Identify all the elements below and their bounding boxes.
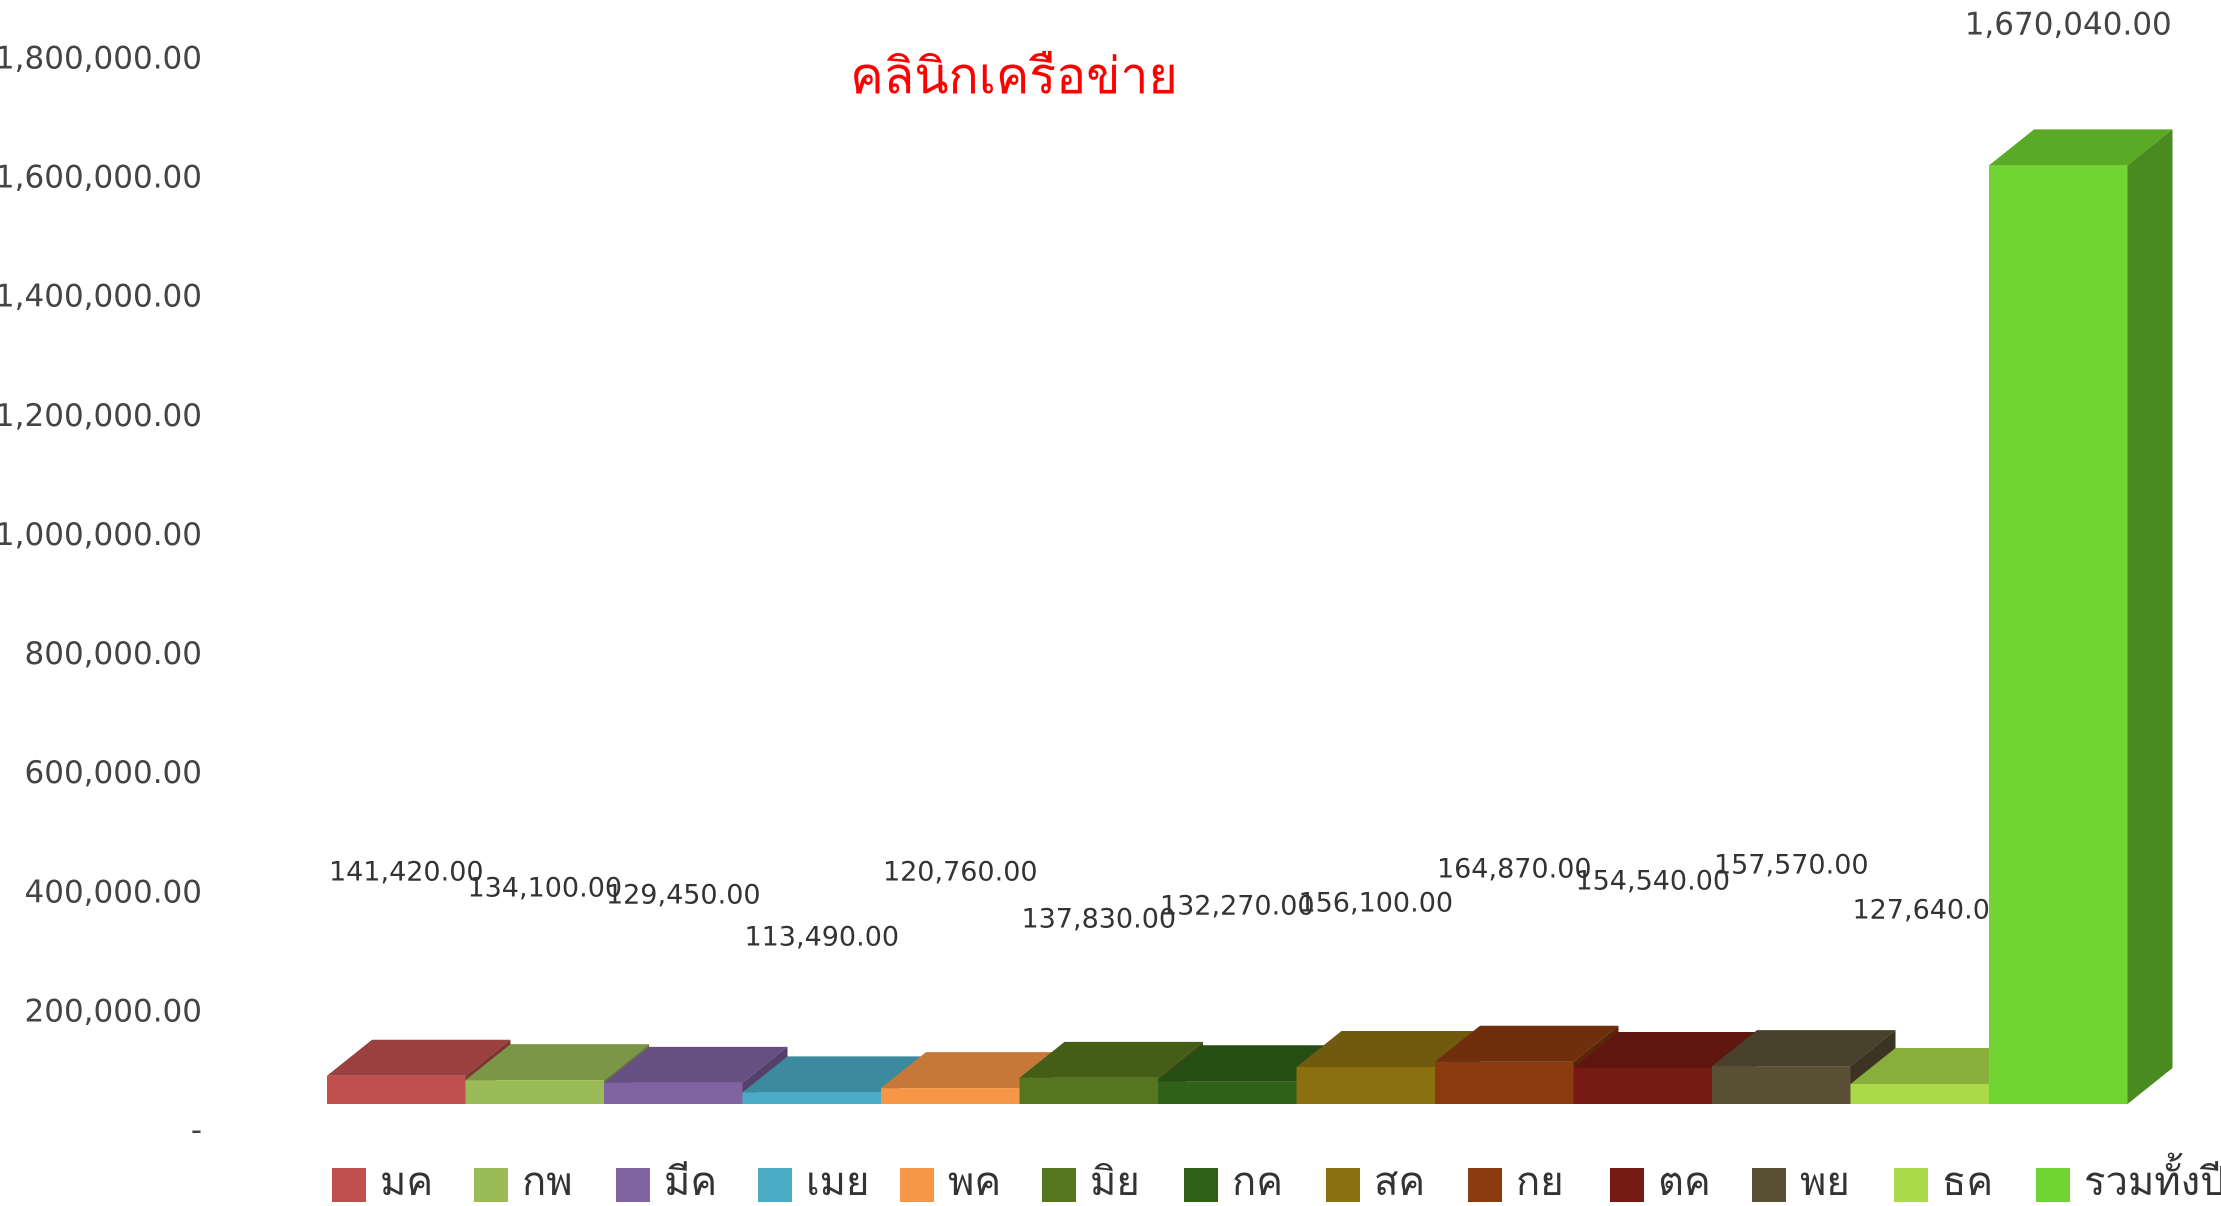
legend-swatch — [1610, 1168, 1644, 1202]
bar-front — [1019, 1077, 1158, 1104]
y-tick-label: 1,600,000.00 — [0, 160, 202, 196]
value-label: 137,830.00 — [1021, 904, 1176, 935]
value-label: 154,540.00 — [1575, 866, 1730, 897]
value-label: 120,760.00 — [883, 857, 1038, 888]
value-label: 127,640.00 — [1852, 895, 2007, 926]
chart-title: คลินิกเครือข่าย — [850, 47, 1178, 105]
legend-label: เมย — [806, 1159, 869, 1202]
legend-label: สค — [1374, 1159, 1425, 1202]
legend-label: พย — [1800, 1159, 1850, 1202]
bar-top — [1158, 1045, 1342, 1082]
bar-front — [604, 1082, 743, 1104]
legend-swatch — [1184, 1168, 1218, 1202]
legend-swatch — [900, 1168, 934, 1202]
legend-label: ตค — [1658, 1159, 1711, 1202]
value-label: 113,490.00 — [744, 922, 899, 953]
bar-top — [742, 1056, 926, 1093]
value-label: 132,270.00 — [1160, 891, 1315, 922]
y-tick-label: 200,000.00 — [25, 993, 203, 1029]
bar-front — [1158, 1081, 1297, 1104]
bar-top — [1989, 129, 2173, 166]
bar-top — [1435, 1025, 1619, 1062]
legend-label: ธค — [1942, 1159, 1993, 1202]
value-label: 164,870.00 — [1437, 854, 1592, 885]
bar-front — [742, 1092, 881, 1104]
bar-front — [1435, 1061, 1574, 1104]
bar-front — [1850, 1083, 1989, 1104]
legend-swatch — [1326, 1168, 1360, 1202]
bar-front — [1573, 1067, 1712, 1104]
y-tick-label: - — [191, 1113, 202, 1149]
bar-top — [1850, 1047, 2034, 1084]
bar-top — [1573, 1031, 1757, 1068]
bar-side — [2127, 129, 2173, 1104]
y-tick-label: 1,400,000.00 — [0, 279, 202, 315]
legend-swatch — [1752, 1168, 1786, 1202]
bar-top — [881, 1052, 1065, 1089]
bar-front — [1712, 1066, 1851, 1104]
legend-swatch — [758, 1168, 792, 1202]
bar-front — [465, 1080, 604, 1104]
y-tick-label: 600,000.00 — [25, 755, 203, 791]
bar-top — [327, 1039, 511, 1076]
bar — [1989, 129, 2173, 1104]
legend-label: รวมทั้งปี — [2084, 1152, 2221, 1202]
value-label: 141,420.00 — [329, 857, 484, 888]
y-tick-label: 400,000.00 — [25, 874, 203, 910]
value-label: 129,450.00 — [606, 880, 761, 911]
bar-top — [604, 1046, 788, 1083]
legend-label: กย — [1516, 1159, 1564, 1202]
y-tick-label: 1,200,000.00 — [0, 398, 202, 434]
legend-label: กพ — [522, 1159, 573, 1202]
bar-top — [1019, 1041, 1203, 1078]
bar-front — [1989, 165, 2128, 1104]
y-tick-label: 1,800,000.00 — [0, 41, 202, 77]
bar-front — [327, 1075, 466, 1104]
legend-label: กค — [1232, 1159, 1283, 1202]
bar-front — [1296, 1067, 1435, 1104]
legend-swatch — [1894, 1168, 1928, 1202]
value-label: 156,100.00 — [1298, 888, 1453, 919]
y-tick-label: 1,000,000.00 — [0, 517, 202, 553]
legend-swatch — [2036, 1168, 2070, 1202]
legend-swatch — [474, 1168, 508, 1202]
y-tick-label: 800,000.00 — [25, 636, 203, 672]
legend-label: มค — [380, 1159, 433, 1202]
bar-top — [1296, 1031, 1480, 1068]
legend-label: มีค — [664, 1159, 717, 1202]
legend-label: พค — [948, 1159, 1001, 1202]
value-label: 157,570.00 — [1714, 850, 1869, 881]
bar-top — [1712, 1030, 1896, 1067]
bar-top — [465, 1044, 649, 1081]
legend-label: มิย — [1090, 1159, 1140, 1202]
legend-swatch — [332, 1168, 366, 1202]
legend-swatch — [1042, 1168, 1076, 1202]
legend-swatch — [1468, 1168, 1502, 1202]
value-label: 1,670,040.00 — [1965, 7, 2172, 43]
value-label: 134,100.00 — [467, 873, 622, 904]
bar — [1712, 1030, 1896, 1104]
legend-swatch — [616, 1168, 650, 1202]
bar-front — [881, 1088, 1020, 1104]
